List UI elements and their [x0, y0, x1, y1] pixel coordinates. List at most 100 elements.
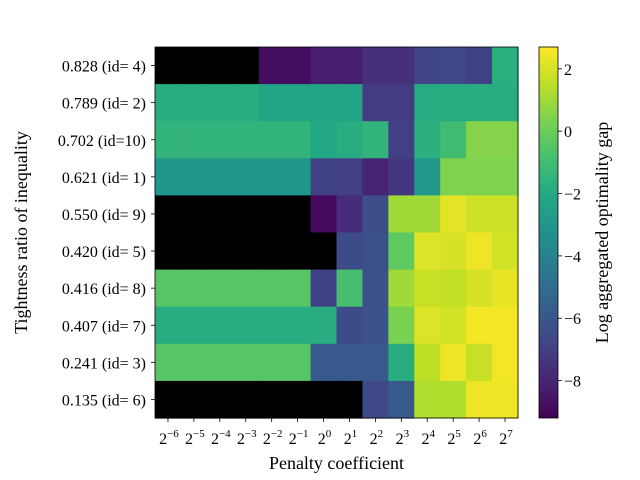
heatmap-cell [492, 343, 519, 382]
heatmap-cell [180, 121, 208, 159]
x-axis-label: Penalty coefficient [269, 453, 404, 473]
heatmap-cell [362, 47, 389, 85]
heatmap-cell [440, 232, 467, 271]
heatmap-cell [440, 158, 467, 196]
heatmap-cell [155, 84, 182, 122]
heatmap-cell [362, 306, 389, 345]
heatmap-cell [362, 232, 389, 271]
y-axis-label: Tightness ratio of inequality [11, 131, 31, 334]
heatmap-cell [206, 232, 234, 271]
heatmap-cell [336, 121, 364, 159]
heatmap-cell [206, 343, 234, 382]
heatmap-cell [206, 269, 234, 308]
colorbar-tick-label: −4 [564, 249, 581, 266]
x-tick-label: 2−4 [211, 428, 231, 448]
x-tick-label: 2−1 [289, 428, 309, 448]
heatmap-cell [336, 306, 364, 345]
heatmap-cell [362, 269, 389, 308]
heatmap-cell [414, 158, 441, 196]
x-tick-label: 2−5 [185, 428, 205, 448]
heatmap-cell [232, 84, 260, 122]
heatmap-cell [284, 232, 312, 271]
y-tick-label: 0.416 (id= 8) [62, 281, 146, 298]
y-tick-label: 0.407 (id= 7) [62, 318, 146, 335]
y-tick-label: 0.702 (id=10) [58, 133, 146, 150]
y-tick-label: 0.135 (id= 6) [62, 392, 146, 409]
heatmap-cell [492, 306, 519, 345]
heatmap-cell [440, 195, 467, 234]
heatmap-cell [414, 306, 441, 345]
heatmap-cell [362, 195, 389, 234]
heatmap-cell [310, 84, 338, 122]
x-tick-label: 26 [473, 428, 487, 448]
heatmap-cell [310, 47, 338, 85]
heatmap-cell [388, 195, 415, 234]
heatmap-cell [466, 158, 493, 196]
heatmap-cell [414, 343, 441, 382]
heatmap-cell [440, 121, 467, 159]
heatmap-cell [466, 380, 493, 419]
heatmap-cell [336, 343, 364, 382]
heatmap-cell [310, 195, 338, 234]
heatmap-cell [206, 84, 234, 122]
colorbar [538, 46, 559, 419]
heatmap-cell [258, 343, 286, 382]
colorbar-label: Log aggregated optimality gap [592, 122, 612, 343]
heatmap-cell [180, 158, 208, 196]
heatmap-cell [492, 380, 519, 419]
heatmap-cell [155, 269, 182, 308]
heatmap-cell [206, 380, 234, 419]
heatmap-cell [336, 84, 364, 122]
heatmap-cell [414, 269, 441, 308]
colorbar-tick-label: 2 [564, 62, 572, 79]
heatmap-cell [206, 47, 234, 85]
heatmap-cell [492, 269, 519, 308]
heatmap-cell [336, 47, 364, 85]
heatmap-cell [336, 269, 364, 308]
heatmap-cell [362, 84, 389, 122]
heatmap-cell [180, 195, 208, 234]
heatmap-cell [388, 306, 415, 345]
heatmap-cell [388, 269, 415, 308]
heatmap-cell [284, 343, 312, 382]
x-tick-label: 2−2 [263, 428, 283, 448]
heatmap-cell [492, 232, 519, 271]
x-axis-ticks: 2−6 2−5 2−4 2−3 2−2 2−1 20 21 22 23 24 25 26 27 [159, 418, 513, 448]
heatmap-cell [414, 195, 441, 234]
heatmap-cells [155, 47, 519, 419]
y-tick-label: 0.241 (id= 3) [62, 355, 146, 372]
heatmap-cell [388, 380, 415, 419]
heatmap-cell [310, 269, 338, 308]
heatmap-cell [284, 269, 312, 308]
heatmap-cell [362, 121, 389, 159]
heatmap-cell [388, 84, 415, 122]
heatmap-cell [336, 232, 364, 271]
y-tick-label: 0.621 (id= 1) [62, 170, 146, 187]
x-tick-label: 21 [344, 428, 358, 448]
heatmap-cell [258, 47, 286, 85]
heatmap-cell [258, 232, 286, 271]
y-tick-label: 0.828 (id= 4) [62, 59, 146, 76]
heatmap-cell [206, 306, 234, 345]
heatmap-cell [284, 195, 312, 234]
heatmap-cell [310, 158, 338, 196]
heatmap-cell [284, 306, 312, 345]
heatmap-cell [388, 158, 415, 196]
heatmap-cell [180, 343, 208, 382]
heatmap-cell [466, 306, 493, 345]
x-tick-label: 23 [396, 428, 410, 448]
heatmap-cell [414, 47, 441, 85]
x-tick-label: 20 [318, 428, 332, 448]
heatmap-cell [155, 306, 182, 345]
heatmap-cell [232, 195, 260, 234]
heatmap-cell [232, 232, 260, 271]
heatmap-cell [155, 47, 182, 85]
colorbar-tick-label: −6 [564, 311, 581, 328]
heatmap-cell [414, 380, 441, 419]
heatmap-cell [362, 343, 389, 382]
heatmap-cell [232, 343, 260, 382]
x-tick-label: 2−3 [237, 428, 257, 448]
heatmap-cell [466, 232, 493, 271]
x-tick-label: 24 [422, 428, 436, 448]
plot-frame [154, 46, 519, 419]
